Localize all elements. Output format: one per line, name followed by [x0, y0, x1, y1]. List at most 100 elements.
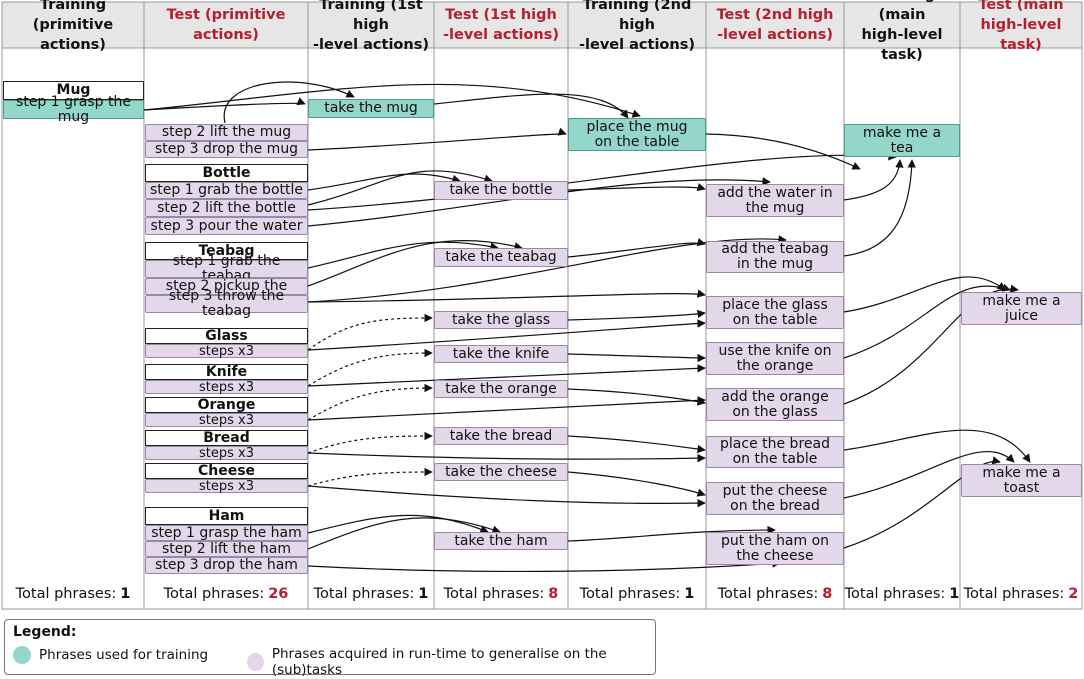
connector-arrow — [567, 471, 706, 497]
dotted-connector-arrow — [307, 431, 433, 454]
total-test-main: Total phrases: 2 — [963, 586, 1079, 602]
phrase-box-make-toast: make me a toast — [961, 464, 1082, 497]
dotted-connector-arrow — [307, 467, 433, 487]
phrase-box-place-mug: place the mug on the table — [568, 118, 706, 151]
column-header-training-main: Training (main high-level task) — [861, 0, 943, 63]
phrase-box-glass-steps: steps x3 — [145, 344, 308, 359]
total-test-second-level: Total phrases: 8 — [717, 586, 833, 602]
phrase-box-lift-mug: step 2 lift the mug — [145, 124, 308, 141]
object-header-mug: Mug — [3, 81, 144, 100]
connector-arrow — [307, 152, 897, 211]
phrase-box-take-mug: take the mug — [308, 99, 434, 118]
connector-arrow — [843, 429, 1031, 463]
total-training-main: Total phrases: 1 — [844, 586, 960, 602]
phrase-box-orange-steps: steps x3 — [145, 413, 308, 428]
lavender-swatch-icon — [247, 653, 264, 671]
phrase-box-grasp-ham: step 1 grasp the ham — [145, 525, 308, 541]
phrase-box-use-knife: use the knife on the orange — [706, 342, 844, 375]
column-header-test-first-level: Test (1st high -level actions) — [443, 7, 559, 43]
total-training-second-level: Total phrases: 1 — [579, 586, 695, 602]
connector-arrow — [143, 97, 306, 111]
phrase-box-place-glass: place the glass on the table — [706, 296, 844, 329]
total-training-first-level: Total phrases: 1 — [313, 586, 429, 602]
connector-arrow — [143, 83, 641, 118]
object-header-ham: Ham — [145, 507, 308, 525]
connector-arrow — [843, 159, 916, 257]
phrase-box-add-orange: add the orange on the glass — [706, 388, 844, 421]
phrase-box-knife-steps: steps x3 — [145, 380, 308, 395]
phrase-box-throw-teabag: step 3 throw the teabag — [145, 289, 308, 319]
dotted-connector-arrow — [307, 313, 433, 351]
connector-arrow — [307, 559, 781, 573]
connector-arrow — [843, 451, 1015, 499]
header-band — [2, 2, 1082, 48]
phrase-box-take-bottle: take the bottle — [434, 181, 568, 200]
connector-arrow — [307, 452, 706, 463]
phrase-box-lift-bottle: step 2 lift the bottle — [145, 199, 308, 217]
connector-arrow — [843, 159, 904, 201]
connector-arrow — [843, 276, 1006, 313]
total-training-primitive: Total phrases: 1 — [15, 586, 131, 602]
phrase-box-place-bread: place the bread on the table — [706, 436, 844, 468]
connector-arrow — [307, 364, 706, 387]
legend-label-training: Phrases used for training — [39, 647, 209, 663]
total-test-first-level: Total phrases: 8 — [443, 586, 559, 602]
phrase-box-pour-water: step 3 pour the water — [145, 217, 308, 235]
connector-arrow — [307, 127, 567, 151]
connector-arrow — [307, 170, 493, 206]
legend-item-training: Phrases used for training — [13, 646, 208, 664]
connector-arrow — [567, 435, 706, 454]
connector-arrow — [705, 133, 861, 170]
object-header-bottle: Bottle — [145, 164, 308, 182]
object-header-bread: Bread — [145, 430, 308, 446]
object-header-glass: Glass — [145, 328, 308, 344]
phrase-box-take-glass: take the glass — [434, 311, 568, 329]
phrase-box-pickup-teabag: step 2 pickup the — [145, 278, 308, 295]
table-frame — [1, 1, 1083, 610]
teal-swatch-icon — [13, 646, 31, 664]
phrase-box-cheese-steps: steps x3 — [145, 479, 308, 494]
column-header-training-first-level: Training (1st high -level actions) — [313, 0, 429, 53]
phrase-box-make-tea: make me a tea — [844, 124, 960, 157]
column-header-training-primitive: Training (primitive actions) — [32, 0, 114, 53]
connector-arrow — [843, 284, 1019, 405]
connector-arrow — [307, 235, 787, 303]
object-header-cheese: Cheese — [145, 463, 308, 479]
connector-arrow — [307, 173, 461, 191]
connector-arrow — [567, 525, 776, 542]
object-header-teabag: Teabag — [145, 242, 308, 260]
connector-arrow — [567, 309, 706, 321]
phrase-box-grab-bottle: step 1 grab the bottle — [145, 182, 308, 199]
connector-arrow — [567, 353, 706, 363]
phrase-box-take-orange: take the orange — [434, 380, 568, 398]
object-header-orange: Orange — [145, 397, 308, 413]
legend-item-runtime: Phrases acquired in run-time to generali… — [247, 646, 655, 678]
phrase-box-lift-ham: step 2 lift the ham — [145, 541, 308, 557]
connector-arrow — [843, 283, 1011, 359]
connector-arrow — [307, 396, 706, 421]
phrase-box-take-teabag: take the teabag — [434, 248, 568, 267]
connector-arrow — [843, 456, 1001, 549]
phrase-box-drop-ham: step 3 drop the ham — [145, 557, 308, 574]
legend: Legend: Phrases used for training Phrase… — [4, 619, 656, 678]
object-header-knife: Knife — [145, 364, 308, 380]
phrase-box-take-knife: take the knife — [434, 345, 568, 363]
connector-arrow — [307, 239, 523, 287]
phrase-box-add-teabag: add the teabag in the mug — [706, 241, 844, 273]
phrase-box-take-ham: take the ham — [434, 532, 568, 550]
dotted-connector-arrow — [307, 348, 433, 387]
phrase-box-grab-teabag: step 1 grab the teabag — [145, 254, 308, 284]
legend-title: Legend: — [13, 624, 77, 640]
phrase-box-make-juice: make me a juice — [961, 292, 1082, 325]
connector-arrow — [307, 241, 499, 269]
column-header-training-second-level: Training (2nd high -level actions) — [579, 0, 695, 53]
connector-arrow — [307, 514, 489, 534]
phrase-box-grasp-mug: step 1 grasp the mug — [3, 94, 144, 124]
legend-label-runtime: Phrases acquired in run-time to generali… — [271, 646, 607, 678]
column-header-test-main: Test (main high-level task) — [978, 0, 1064, 53]
phrase-box-bread-steps: steps x3 — [145, 446, 308, 461]
connector-arrow — [307, 319, 706, 351]
total-test-primitive: Total phrases: 26 — [163, 586, 289, 602]
